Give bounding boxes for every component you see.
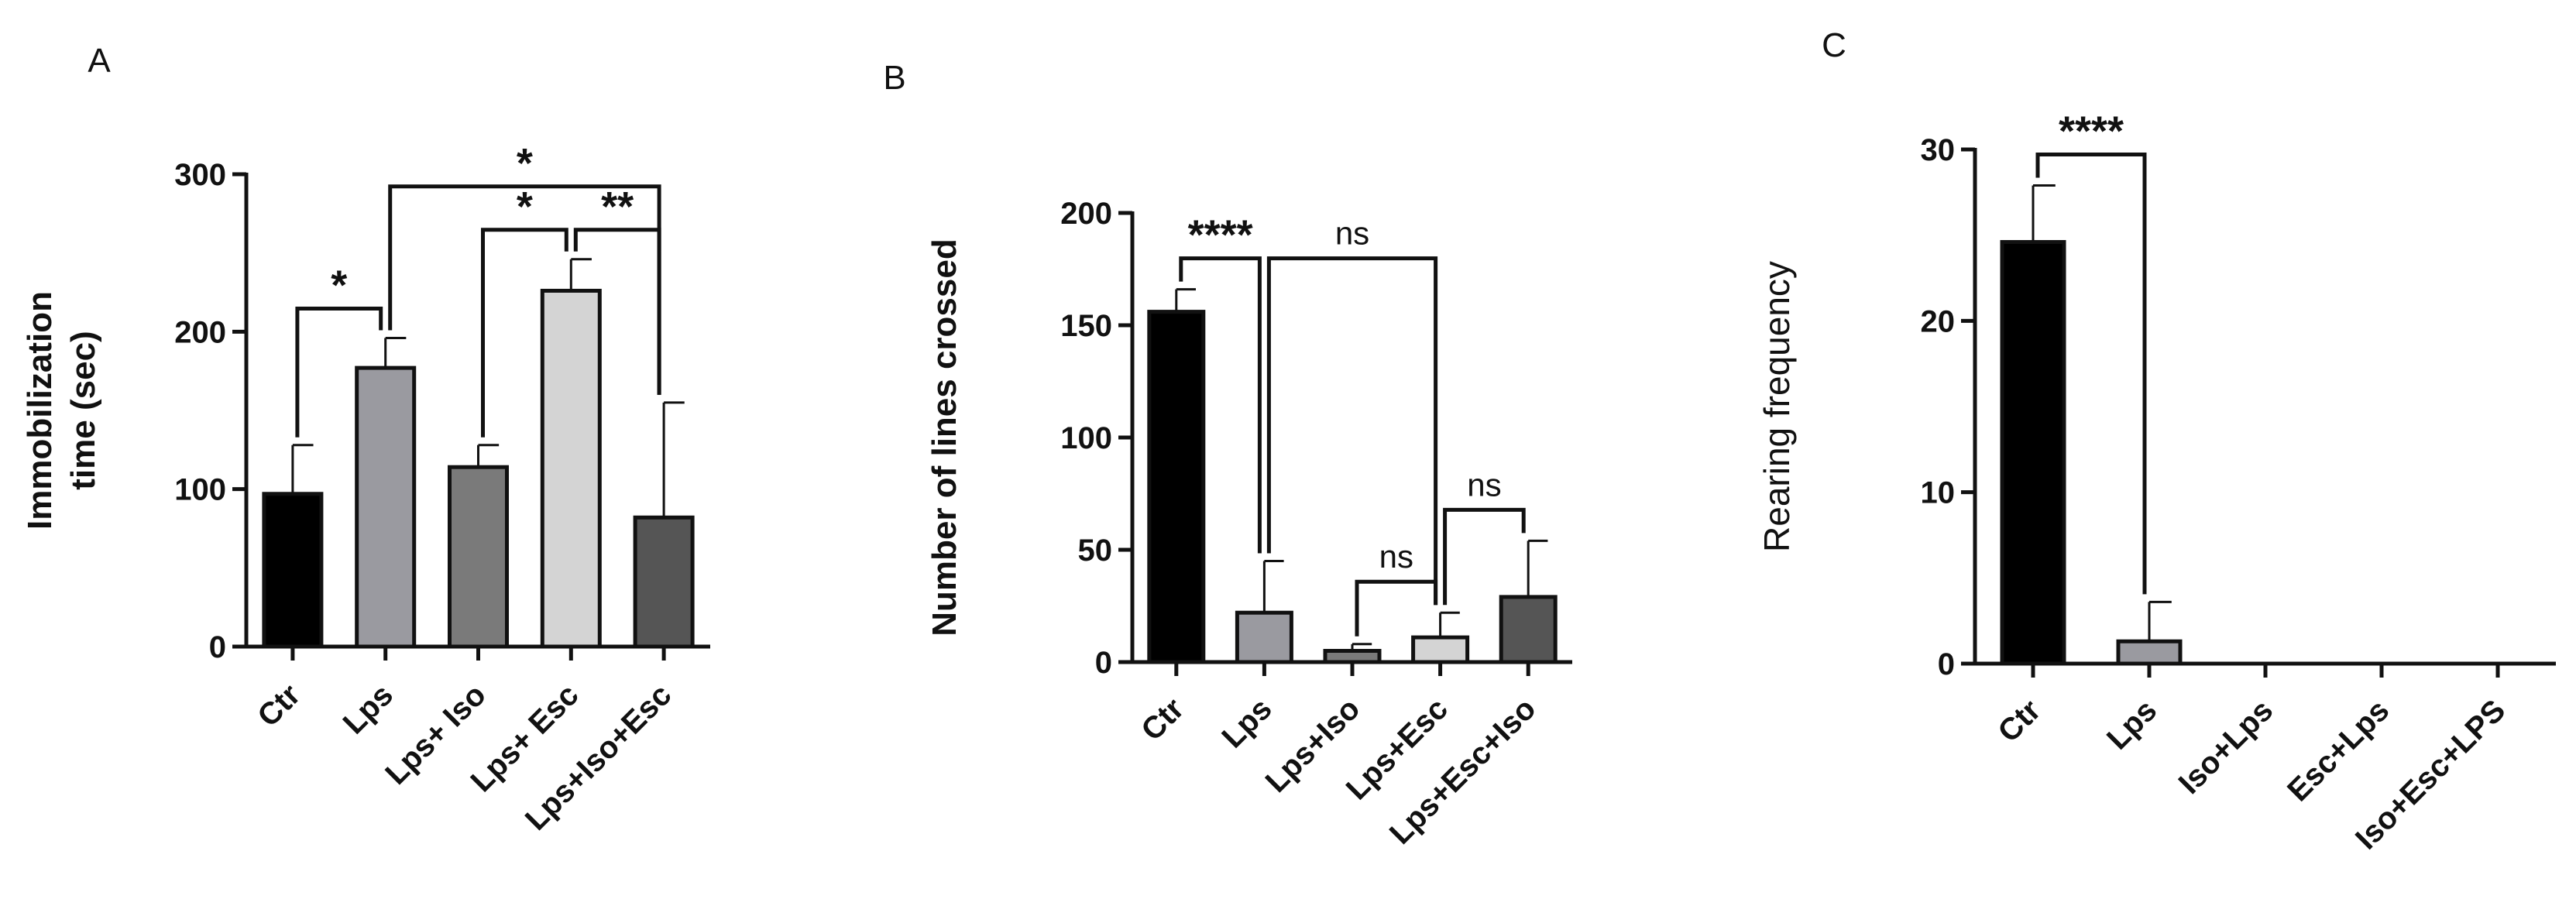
significance-label: ** — [601, 184, 634, 230]
bar — [448, 465, 509, 649]
category-label: Iso+Lps — [2172, 693, 2280, 801]
significance-label: ns — [1379, 538, 1413, 575]
y-axis-title: Rearing frequency — [1757, 261, 1797, 552]
y-tick-label: 300 — [174, 158, 226, 192]
y-tick-label: 0 — [1095, 646, 1112, 680]
bar — [2116, 639, 2183, 666]
category-label: Ctr — [1991, 693, 2047, 749]
y-tick-label: 200 — [1060, 197, 1112, 231]
y-tick-label: 200 — [174, 315, 226, 349]
bar — [2000, 240, 2066, 666]
category-label: Ctr — [251, 678, 307, 733]
y-tick-label: 50 — [1078, 534, 1113, 568]
significance-bracket — [388, 184, 661, 395]
panel-letter: A — [88, 42, 111, 80]
bar — [1147, 310, 1206, 664]
y-tick-label: 10 — [1921, 476, 1956, 510]
y-tick-label: 20 — [1921, 304, 1956, 338]
panel-b: B Number of lines crossed 0 50 100 150 200 Ctr L… — [883, 59, 1572, 851]
significance-bracket — [1355, 579, 1438, 637]
category-label: Esc+Lps — [2281, 693, 2396, 808]
y-tick-label: 100 — [1060, 421, 1112, 455]
y-tick-label: 0 — [209, 630, 226, 664]
significance-bracket — [1266, 256, 1438, 606]
category-label: Lps — [2100, 693, 2163, 756]
y-tick-label: 100 — [174, 473, 226, 507]
significance-bracket — [295, 306, 383, 438]
bar — [1411, 635, 1470, 664]
category-label: Ctr — [1135, 692, 1190, 747]
bar — [262, 492, 324, 649]
significance-label: **** — [1188, 212, 1253, 259]
significance-bracket — [2035, 152, 2147, 595]
panel-a: A Immobilization time (sec) 0 100 200 300 Ctr Lp… — [21, 42, 710, 837]
panel-c: C Rearing frequency 0 10 20 30 Ctr Lps Iso+Lps Es… — [1757, 26, 2556, 856]
bar — [1235, 610, 1293, 664]
y-axis-title: Immobilization — [21, 291, 59, 530]
significance-label: * — [331, 262, 347, 308]
category-label: Lps — [337, 678, 400, 740]
bar — [1323, 649, 1382, 664]
y-tick-label: 0 — [1938, 647, 1955, 681]
bar — [355, 365, 417, 649]
bar — [540, 288, 602, 649]
significance-label: **** — [2059, 108, 2124, 154]
panel-letter: C — [1822, 26, 1846, 64]
significance-label: ns — [1335, 215, 1369, 252]
significance-label: * — [517, 184, 533, 230]
significance-bracket — [481, 228, 568, 438]
significance-label: ns — [1467, 466, 1501, 503]
y-tick-label: 150 — [1060, 309, 1112, 343]
significance-bracket — [1179, 256, 1262, 554]
category-label: Lps — [1215, 692, 1278, 754]
y-tick-label: 30 — [1921, 133, 1956, 167]
panel-letter: B — [883, 59, 905, 97]
significance-label: * — [517, 140, 533, 187]
significance-bracket — [1443, 507, 1526, 606]
y-axis-title: time (sec) — [64, 331, 102, 489]
bar — [633, 515, 695, 649]
y-axis-title: Number of lines crossed — [926, 239, 963, 636]
bar — [1499, 595, 1558, 664]
